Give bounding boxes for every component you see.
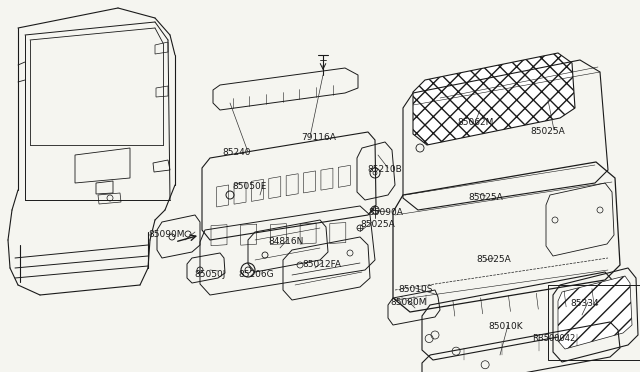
Text: 85090M: 85090M — [148, 230, 184, 239]
Text: 85206G: 85206G — [238, 270, 274, 279]
Text: RB500042: RB500042 — [532, 334, 575, 343]
Text: 85334: 85334 — [570, 299, 598, 308]
Text: 85062M: 85062M — [457, 118, 493, 127]
Text: 79116A: 79116A — [301, 133, 336, 142]
Text: 85010S: 85010S — [398, 285, 433, 294]
Bar — [548, 285, 640, 360]
Text: 85210B: 85210B — [367, 165, 402, 174]
Text: 84816N: 84816N — [268, 237, 303, 246]
Text: 85080M: 85080M — [390, 298, 426, 307]
Text: 85240: 85240 — [222, 148, 250, 157]
Text: 85025A: 85025A — [360, 220, 395, 229]
Text: 85010K: 85010K — [488, 322, 523, 331]
Polygon shape — [413, 53, 575, 145]
Text: 85025A: 85025A — [476, 255, 511, 264]
Text: 85012FA: 85012FA — [302, 260, 341, 269]
Text: 85050E: 85050E — [232, 182, 266, 191]
Text: 85090A: 85090A — [368, 208, 403, 217]
Text: 85050J: 85050J — [194, 270, 225, 279]
Text: 85025A: 85025A — [468, 193, 503, 202]
Polygon shape — [558, 276, 632, 349]
Text: 85025A: 85025A — [530, 127, 564, 136]
